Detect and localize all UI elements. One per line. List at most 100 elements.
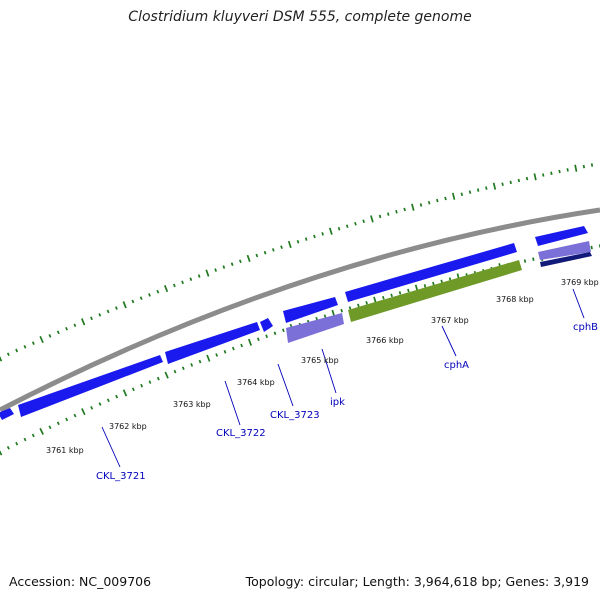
scale-tick [6,445,10,450]
gene-arrow [345,243,517,302]
gene-arrow [538,241,591,260]
scale-tick [190,363,194,367]
scale-tick [223,349,227,354]
label-leader-line [441,325,457,357]
scale-tick [550,171,553,176]
scale-tick [419,203,423,207]
gene-arrow [260,318,273,332]
scale-tick [65,326,68,331]
scale-tick [222,265,226,269]
scale-tick [313,234,316,239]
scale-tick [6,352,10,357]
scale-tick [345,224,349,228]
genome-backbone [0,207,600,413]
scale-tick [321,232,324,236]
scale-tick [106,398,110,403]
scale-tick [206,354,211,362]
scale-tick [131,299,135,304]
scale-tick [395,209,398,214]
gene-name-label: cphB [573,322,598,333]
scale-tick [328,227,333,235]
scale-tick [197,274,201,278]
scale-tick [23,437,27,442]
scale-tick [365,301,368,305]
scale-tick [382,295,385,300]
scale-tick [378,214,382,219]
gene-arrow [535,226,588,246]
scale-tick [304,237,308,241]
scale-tick [214,268,217,272]
gene-arrow [283,297,338,323]
scale-tick [542,173,545,177]
scale-tick [296,239,300,244]
scale-tick [265,334,269,339]
scale-tick [0,450,3,456]
scale-tick [164,371,169,379]
coordinate-label: 3765 kbp [301,356,339,365]
scale-tick [423,284,427,288]
scale-tick [230,262,234,266]
gene-name-label: CKL_3723 [270,410,320,421]
scale-tick [246,254,251,262]
scale-tick [323,314,327,318]
scale-tick [156,376,160,381]
coordinate-label: 3768 kbp [496,295,534,304]
scale-tick [73,323,77,328]
scale-tick [173,283,176,288]
scale-tick [56,421,60,426]
scale-tick [523,259,527,263]
scale-tick [444,196,447,201]
scale-tick [0,355,3,362]
scale-tick [181,280,184,285]
scale-tick [362,219,365,224]
scale-tick [257,337,260,342]
scale-tick [39,427,44,435]
scale-tick [427,200,431,205]
coordinate-label: 3767 kbp [431,316,469,325]
label-leader-line [572,288,585,319]
scale-tick [451,192,456,200]
scale-tick [432,281,435,286]
label-leader-line [277,363,294,407]
scale-tick [81,408,86,416]
scale-tick [590,245,593,250]
scale-tick [248,338,252,346]
scale-tick [263,250,267,255]
gene-name-label: CKL_3722 [216,428,266,439]
scale-tick [525,176,529,181]
scale-tick [15,348,19,353]
scale-tick [98,313,102,317]
scale-tick [65,417,69,422]
scale-tick [31,341,35,345]
scale-tick [370,215,374,223]
scale-tick [273,331,277,336]
scale-tick [357,303,360,308]
coordinate-label: 3764 kbp [237,378,275,387]
gene-arrow [540,252,592,267]
scale-tick [337,226,341,231]
scale-tick [255,253,259,258]
scale-tick [407,288,410,293]
scale-tick [509,180,512,185]
scale-tick [582,164,586,169]
coordinate-label: 3762 kbp [109,422,147,431]
label-leader-line [321,348,337,394]
scale-tick [48,425,52,430]
scale-tick [215,353,218,357]
label-leader-line [101,426,121,468]
scale-tick [131,387,135,392]
coordinate-label: 3766 kbp [366,336,404,345]
scale-tick [98,402,102,406]
scale-tick [532,257,535,261]
inner-tick-ring [0,244,600,456]
outer-tick-ring [0,163,594,362]
coordinate-label: 3769 kbp [561,278,599,287]
accession-text: Accession: NC_009706 [9,574,152,589]
scale-tick [205,269,210,277]
scale-tick [81,318,86,326]
gene-names: CKL_3721 CKL_3722 CKL_3723 ipk cphA cphB [96,322,598,482]
scale-tick [164,284,169,293]
map-title: Clostridium kluyveri DSM 555, complete g… [128,9,472,25]
scale-tick [354,221,357,226]
